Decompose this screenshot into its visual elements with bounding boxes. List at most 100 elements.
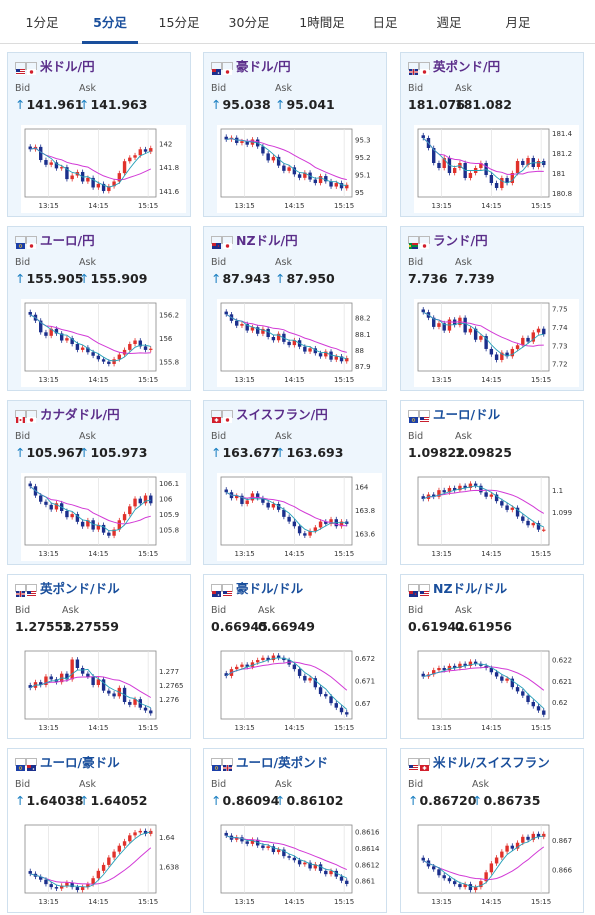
rate-card[interactable]: ユーロ/豪ドル Bid Ask ↑1.64038 ↑1.64052 1.64 1.638 13… [7, 748, 191, 913]
candle-body [80, 887, 85, 891]
pair-name[interactable]: ユーロ/円 [40, 233, 95, 248]
candle-body [468, 328, 473, 333]
rate-card[interactable]: ユーロ/円 Bid Ask ↑155.905 ↑155.909 156.2 156 155.8… [7, 226, 191, 391]
candle-body [271, 503, 276, 508]
rate-card[interactable]: ユーロ/ドル Bid Ask 1.09822 1.09825 1.1 1.099 13:15 1… [400, 400, 584, 565]
rate-card[interactable]: 米ドル/スイスフラン Bid Ask ↑0.86720 ↑0.86735 0.867 0.8… [400, 748, 584, 913]
candle-body [505, 352, 509, 357]
candle-body [463, 884, 467, 888]
candle-body [266, 153, 270, 161]
ma-long-line [29, 675, 152, 698]
rate-card[interactable]: 米ドル/円 Bid Ask ↑141.961 ↑141.963 142 141.8 141.6… [7, 52, 191, 217]
candle-body [39, 320, 43, 333]
candle-body [479, 881, 483, 888]
pair-name[interactable]: 英ポンド/ドル [40, 581, 120, 596]
rate-card[interactable]: スイスフラン/円 Bid Ask ↑163.677 ↑163.693 164 163.8 16… [203, 400, 387, 565]
ask-label: Ask [79, 431, 96, 442]
rate-card[interactable]: カナダドル/円 Bid Ask ↑105.967 ↑105.973 106.1 106 105… [7, 400, 191, 565]
candle-body [526, 520, 530, 526]
candle-body [437, 323, 441, 327]
pair-name[interactable]: NZドル/ドル [433, 581, 508, 596]
candle-body [143, 346, 148, 350]
pair-name[interactable]: NZドル/円 [236, 233, 298, 248]
y-tick-label: 0.866 [552, 866, 573, 874]
pair-name[interactable]: ユーロ/英ポンド [236, 755, 329, 770]
x-tick-label: 13:15 [234, 202, 254, 210]
ma-short-line [226, 835, 347, 879]
candle-body [240, 664, 244, 667]
tab-1[interactable]: 1分足 [25, 15, 59, 30]
candle-body [224, 136, 228, 140]
candle-body [452, 881, 457, 885]
x-tick-label: 15:15 [138, 376, 158, 384]
ma-short-line [422, 137, 544, 184]
candle-body [531, 332, 535, 342]
candle-body [44, 676, 48, 685]
pair-name[interactable]: カナダドル/円 [40, 407, 120, 422]
tab-5[interactable]: 1時間足 [299, 15, 345, 30]
tab-4[interactable]: 30分足 [228, 15, 270, 30]
y-tick-label: 95.2 [355, 154, 371, 162]
ask-price: 155.909 [90, 271, 148, 286]
rate-card[interactable]: ランド/円 Bid Ask 7.736 7.739 7.75 7.74 7.73 7.72 13:… [400, 226, 584, 391]
candle-body [240, 324, 244, 326]
ask-price: 95.041 [286, 97, 335, 112]
candle-body [75, 344, 80, 350]
pair-name[interactable]: 豪ドル/ドル [236, 581, 304, 596]
candle-body [452, 168, 457, 173]
price-chart: 1.277 1.2765 1.276 13:15 14:15 15:15 [21, 647, 186, 735]
ask-price: 87.950 [286, 271, 335, 286]
ask-label: Ask [455, 257, 472, 268]
pair-name[interactable]: 米ドル/スイスフラン [433, 755, 550, 770]
tab-8[interactable]: 月足 [505, 15, 531, 30]
candle-body [479, 163, 483, 168]
rate-card[interactable]: 豪ドル/ドル Bid Ask 0.66945 0.66949 0.672 0.671 0.67… [203, 574, 387, 739]
candle-body [484, 336, 488, 349]
candle-body [345, 880, 349, 884]
candle-body [133, 832, 137, 836]
candle-body [334, 703, 338, 708]
tab-6[interactable]: 日足 [372, 15, 398, 30]
rate-card[interactable]: NZドル/円 Bid Ask ↑87.943 ↑87.950 88.2 88.1 88 87.9… [203, 226, 387, 391]
tab-3[interactable]: 15分足 [158, 15, 200, 30]
candle-body [447, 878, 452, 882]
pair-name[interactable]: 米ドル/円 [40, 59, 95, 74]
bid-price: 7.736 [408, 271, 448, 286]
rate-card[interactable]: 英ポンド/ドル Bid Ask 1.27553 1.27559 1.277 1.2765 1.… [7, 574, 191, 739]
rate-card[interactable]: 英ポンド/円 Bid Ask 181.076 181.082 181.4 181.2 181 1… [400, 52, 584, 217]
ca-flag-icon [15, 410, 26, 423]
bid-value: ↑95.038 [211, 97, 271, 112]
ask-price: 163.693 [286, 445, 344, 460]
ask-price: 105.973 [90, 445, 148, 460]
y-tick-label: 88 [355, 347, 364, 355]
pair-name[interactable]: 豪ドル/円 [236, 59, 291, 74]
bid-value: 1.09822 [408, 445, 465, 460]
pair-name[interactable]: スイスフラン/円 [236, 407, 328, 422]
nz-flag-icon [211, 236, 222, 249]
candle-body [235, 666, 239, 670]
tab-7[interactable]: 週足 [436, 15, 462, 30]
candle-body [224, 832, 228, 836]
candle-body [458, 884, 462, 888]
candle-body [313, 864, 318, 869]
us-flag-icon [419, 584, 430, 597]
candle-body [282, 509, 286, 517]
pair-name[interactable]: ユーロ/豪ドル [40, 755, 120, 770]
rate-card[interactable]: ユーロ/英ポンド Bid Ask ↑0.86094 ↑0.86102 0.8616 0.86… [203, 748, 387, 913]
candle-body [510, 348, 515, 357]
tab-2[interactable]: 5分足 [78, 0, 142, 44]
candle-body [282, 849, 286, 857]
chart-container: 1.1 1.099 13:15 14:15 15:15 [414, 473, 579, 561]
pair-name[interactable]: 英ポンド/円 [433, 59, 501, 74]
pair-name[interactable]: ランド/円 [433, 233, 488, 248]
rate-card[interactable]: NZドル/ドル Bid Ask 0.61942 0.61956 0.622 0.621 0.6… [400, 574, 584, 739]
candle-body [65, 882, 69, 886]
pair-name[interactable]: ユーロ/ドル [433, 407, 501, 422]
plot-frame [220, 476, 353, 546]
candle-body [447, 487, 452, 493]
rate-card[interactable]: 豪ドル/円 Bid Ask ↑95.038 ↑95.041 95.3 95.2 95.1 95 1… [203, 52, 387, 217]
candle-body [421, 496, 425, 499]
price-chart: 95.3 95.2 95.1 95 13:15 14:15 15:15 [217, 125, 382, 213]
up-arrow-icon: ↑ [79, 97, 90, 112]
flag-icons [211, 410, 233, 423]
